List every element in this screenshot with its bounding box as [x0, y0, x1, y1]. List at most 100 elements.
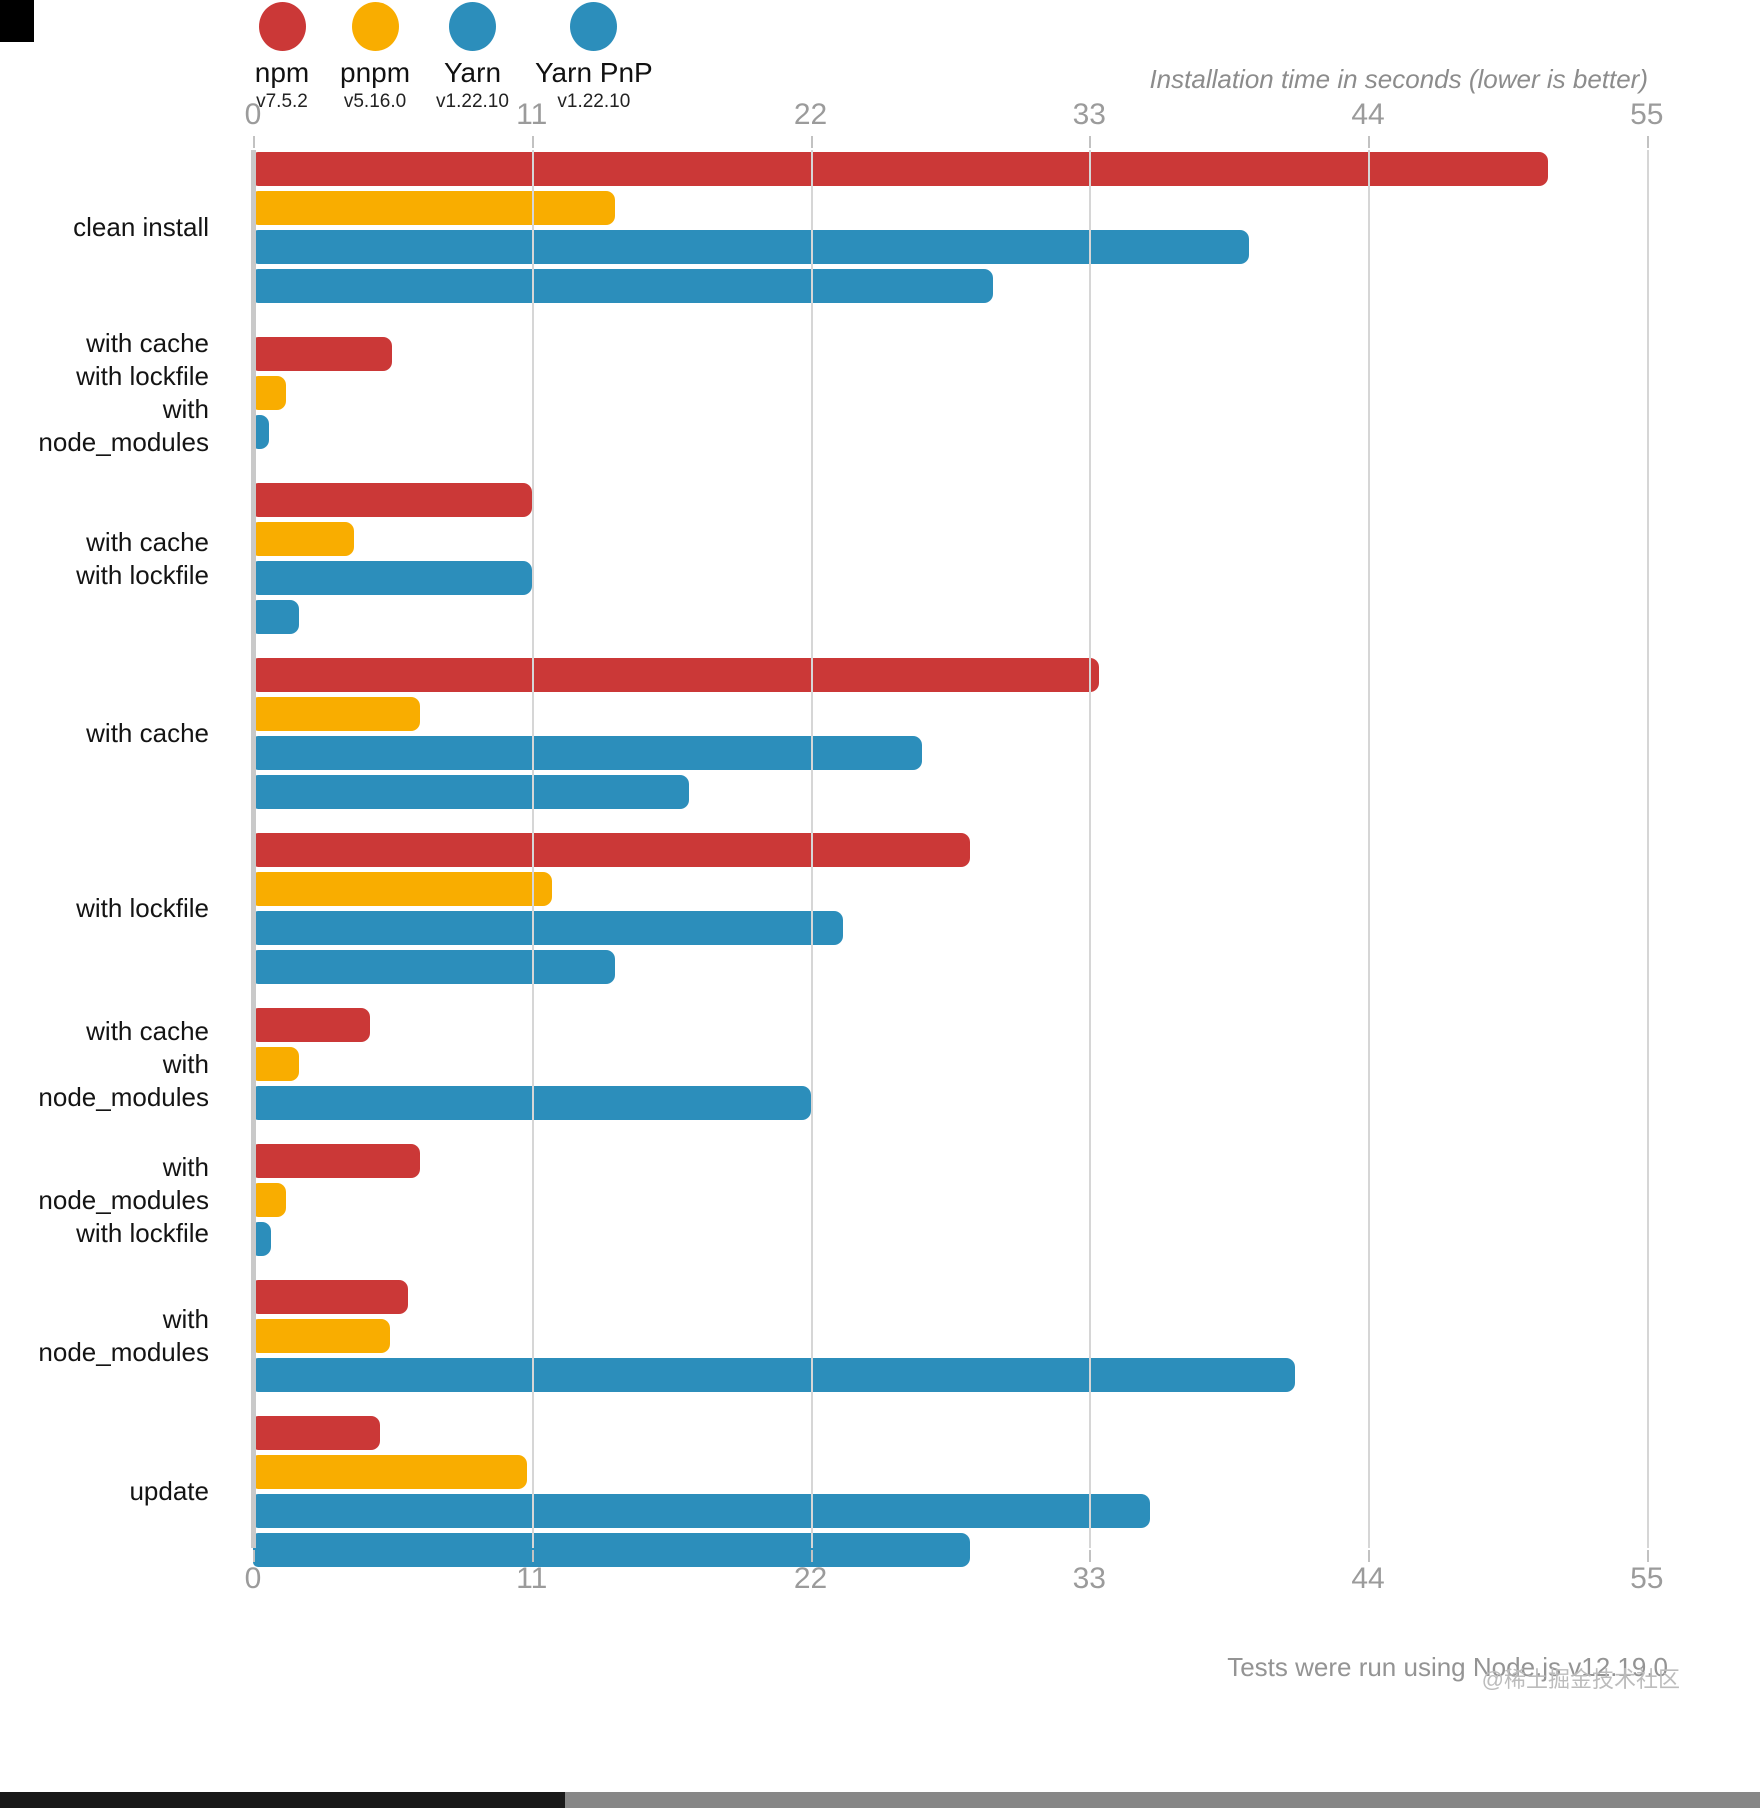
legend-color-dot	[570, 2, 618, 51]
bar-group: clean install	[73, 152, 1700, 303]
group-bars	[253, 1416, 1700, 1567]
x-axis-tick-label: 22	[793, 1562, 828, 1595]
tick-mark	[531, 1550, 534, 1562]
legend-item: Yarn v1.22.10	[436, 2, 509, 113]
legend-color-dot	[258, 2, 306, 51]
footer-note: Tests were run using Node.js v12.19.0	[1227, 1652, 1668, 1682]
legend-name: npm	[254, 57, 310, 88]
bar-group: with node_modules with lockfile	[38, 1144, 1700, 1256]
group-label-line: with lockfile	[76, 893, 209, 923]
bar-yarn	[253, 736, 923, 770]
bar-npm	[253, 483, 532, 517]
plot-area: clean install with cache with lockfile wit…	[38, 136, 1700, 1567]
legend-color-dot	[449, 2, 496, 51]
x-axis-tick-label: 22	[793, 98, 828, 131]
tick-mark	[1646, 1550, 1649, 1562]
tick-mark	[1089, 1550, 1092, 1562]
x-axis-tick-label: 0	[244, 1562, 262, 1595]
gridline	[1368, 150, 1371, 1548]
bar-yarn-pnp	[253, 950, 616, 984]
bar-npm	[253, 152, 1548, 186]
group-label: with cache with node_modules	[0, 1008, 253, 1120]
legend-version: v1.22.10	[557, 91, 631, 112]
x-axis-tick-label: 55	[1630, 1562, 1664, 1595]
bar-pnpm	[253, 1319, 390, 1353]
group-bars	[253, 1280, 1700, 1392]
group-bars	[253, 152, 1700, 303]
gridline	[810, 150, 813, 1548]
chart-title: Installation time in seconds (lower is b…	[1149, 64, 1648, 94]
group-bars	[253, 1144, 1700, 1256]
bar-group: with node_modules	[38, 1280, 1700, 1392]
group-label-line: clean install	[73, 212, 209, 242]
x-axis-tick-label: 44	[1351, 98, 1385, 131]
group-label: with cache with lockfile with node_modules	[0, 327, 253, 459]
x-axis-tick-label: 33	[1072, 98, 1106, 131]
bar-yarn	[253, 1494, 1151, 1528]
bar-yarn-pnp	[253, 775, 689, 809]
bar-group: with cache	[86, 658, 1700, 809]
bar-group: with lockfile	[76, 833, 1700, 984]
bar-yarn	[253, 230, 1249, 264]
group-label-line: with node_modules	[38, 1151, 209, 1215]
bar-pnpm	[253, 376, 286, 410]
x-axis-tick-label: 33	[1072, 1562, 1106, 1595]
bar-pnpm	[253, 522, 355, 556]
legend-item: Yarn PnP v1.22.10	[535, 2, 653, 113]
bottom-progress-strip	[0, 1792, 1760, 1808]
watermark: @稀土掘金技术社区	[1481, 1667, 1680, 1692]
group-bars	[253, 658, 1700, 809]
group-label-line: with cache	[86, 526, 209, 557]
group-label: with cache	[0, 658, 253, 809]
group-bars	[253, 327, 1700, 459]
bar-npm	[253, 1416, 380, 1450]
bar-pnpm	[253, 1455, 527, 1489]
tick-mark	[1089, 136, 1092, 148]
x-axis-tick-label: 44	[1351, 1562, 1385, 1595]
legend-name: Yarn	[443, 57, 502, 88]
bar-npm	[253, 1008, 370, 1042]
group-label: with node_modules	[0, 1280, 253, 1392]
corner-block	[0, 0, 34, 42]
legend-version: v1.22.10	[436, 91, 509, 112]
gridline	[1646, 150, 1649, 1548]
group-label-line: with cache	[86, 718, 209, 748]
bar-pnpm	[253, 697, 421, 731]
tick-mark	[1368, 1550, 1371, 1562]
bar-npm	[253, 658, 1100, 692]
bar-pnpm	[253, 1047, 299, 1081]
tick-mark	[531, 136, 534, 148]
legend-version: v7.5.2	[256, 91, 308, 112]
group-label-line: with cache	[86, 1015, 209, 1046]
x-axis-bottom: 0 11 22 33 44 55	[245, 1562, 1700, 1598]
x-axis-tick-label: 11	[516, 98, 548, 131]
group-label: update	[0, 1416, 253, 1567]
gridline	[1089, 150, 1092, 1548]
bar-yarn	[253, 1358, 1295, 1392]
tick-mark	[253, 136, 255, 148]
legend-name: pnpm	[340, 57, 411, 88]
bar-pnpm	[253, 872, 553, 906]
tick-mark	[810, 136, 813, 148]
bar-npm	[253, 833, 971, 867]
x-axis-top: 0 11 22 33 44 55	[245, 98, 1700, 134]
tick-mark	[1646, 136, 1649, 148]
bar-yarn	[253, 415, 270, 449]
bar-pnpm	[253, 1183, 286, 1217]
bar-yarn-pnp	[253, 1533, 971, 1567]
bar-yarn	[253, 561, 532, 595]
tick-mark	[1368, 136, 1371, 148]
bar-yarn-pnp	[253, 269, 993, 303]
legend-version: v5.16.0	[343, 91, 407, 112]
legend-item: pnpm v5.16.0	[340, 2, 410, 113]
bottom-progress-played-segment	[0, 1792, 565, 1808]
legend-item: npm v7.5.2	[250, 2, 314, 113]
y-axis-line	[251, 150, 256, 1548]
bar-groups: clean install with cache with lockfile wit…	[38, 152, 1700, 1567]
group-label: with lockfile	[0, 833, 253, 984]
bar-pnpm	[253, 191, 616, 225]
bar-yarn-pnp	[253, 600, 299, 634]
group-label-line: with node_modules	[38, 1048, 209, 1112]
bar-npm	[253, 1280, 408, 1314]
